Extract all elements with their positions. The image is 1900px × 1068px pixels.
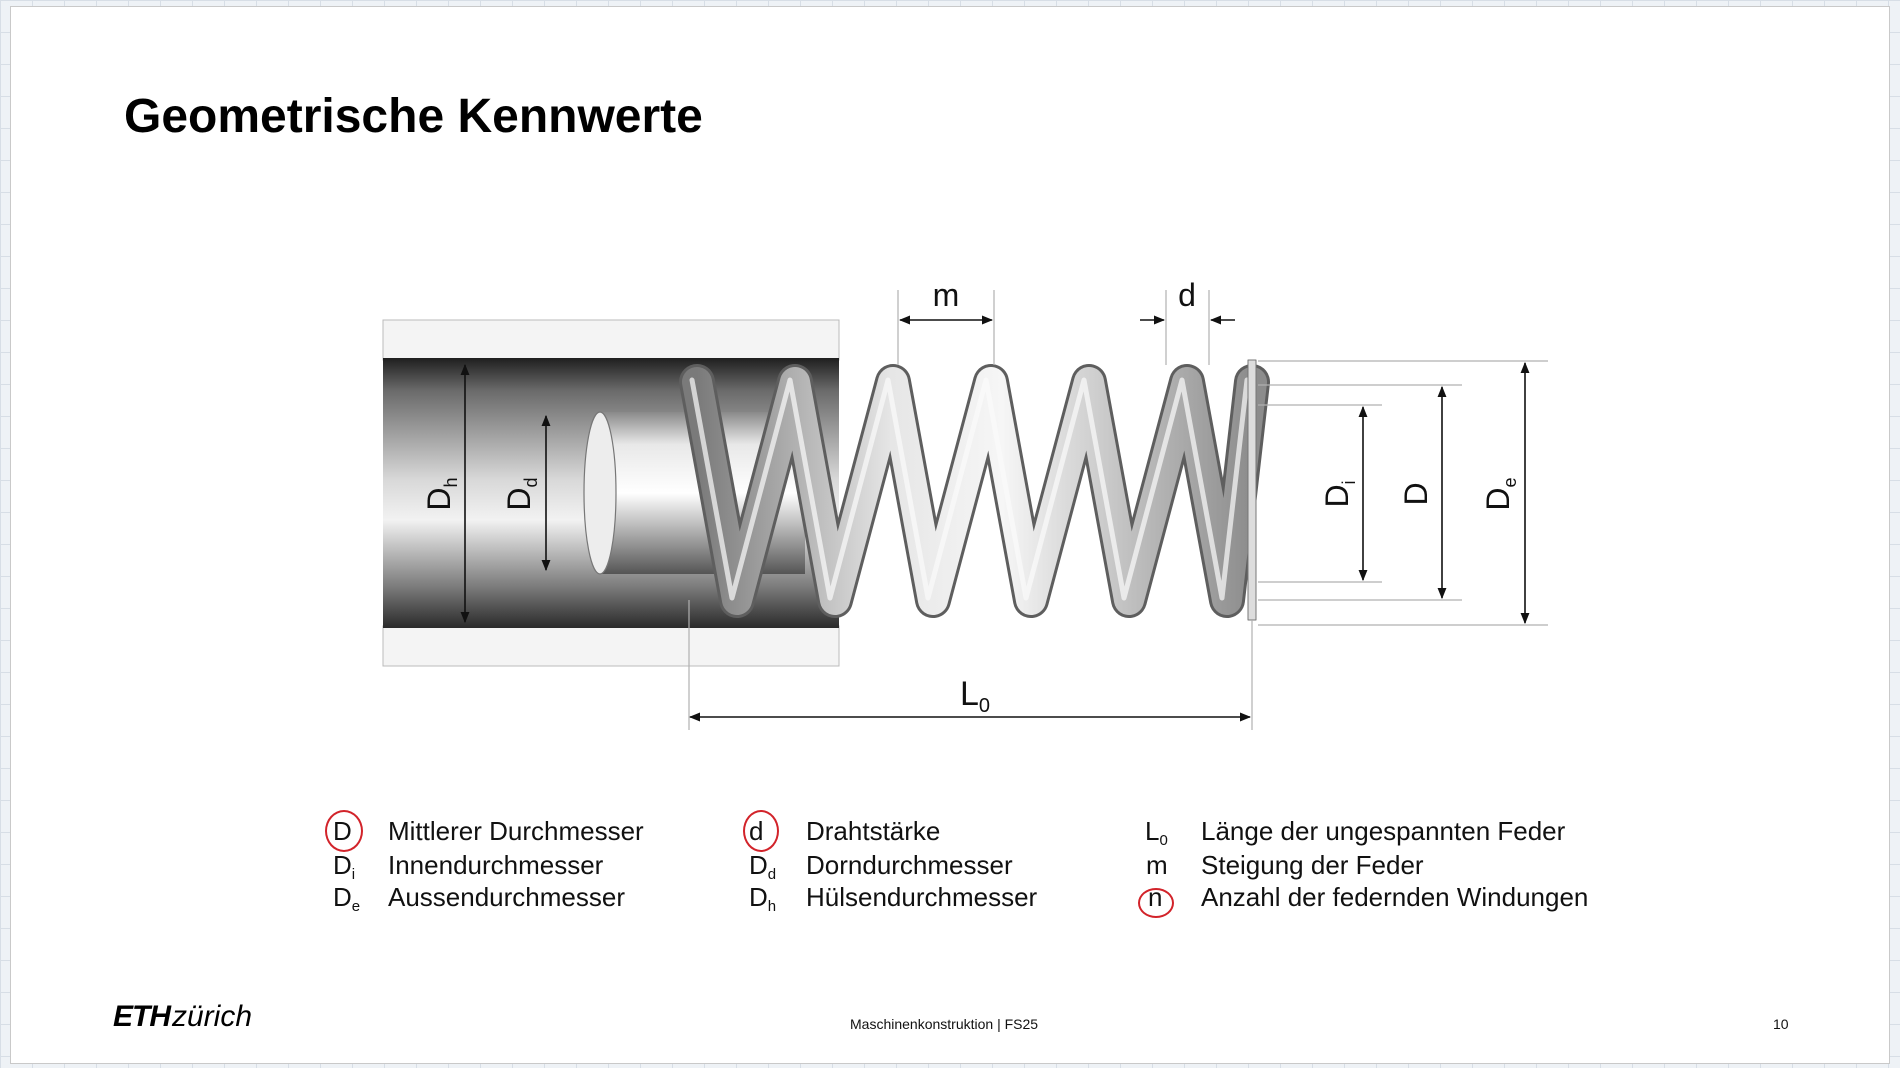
- extension-lines: [688, 290, 1548, 730]
- label-Dd: Dd: [501, 477, 541, 510]
- spring-part: [679, 359, 1270, 621]
- label-Dh: Dh: [421, 477, 461, 510]
- label-Di: Di: [1319, 480, 1359, 507]
- label-D: D: [1398, 482, 1434, 505]
- page-number: 10: [1773, 1016, 1789, 1032]
- footer-course: Maschinenkonstruktion | FS25: [850, 1016, 1039, 1032]
- label-d: d: [1178, 277, 1196, 313]
- eth-zurich-logo: ETHzürich: [113, 1000, 253, 1033]
- dimension-lines: [460, 315, 1530, 722]
- slide-title: Geometrische Kennwerte: [124, 90, 703, 143]
- label-m: m: [933, 277, 960, 313]
- label-L0: L0: [960, 675, 990, 717]
- label-De: De: [1480, 477, 1520, 510]
